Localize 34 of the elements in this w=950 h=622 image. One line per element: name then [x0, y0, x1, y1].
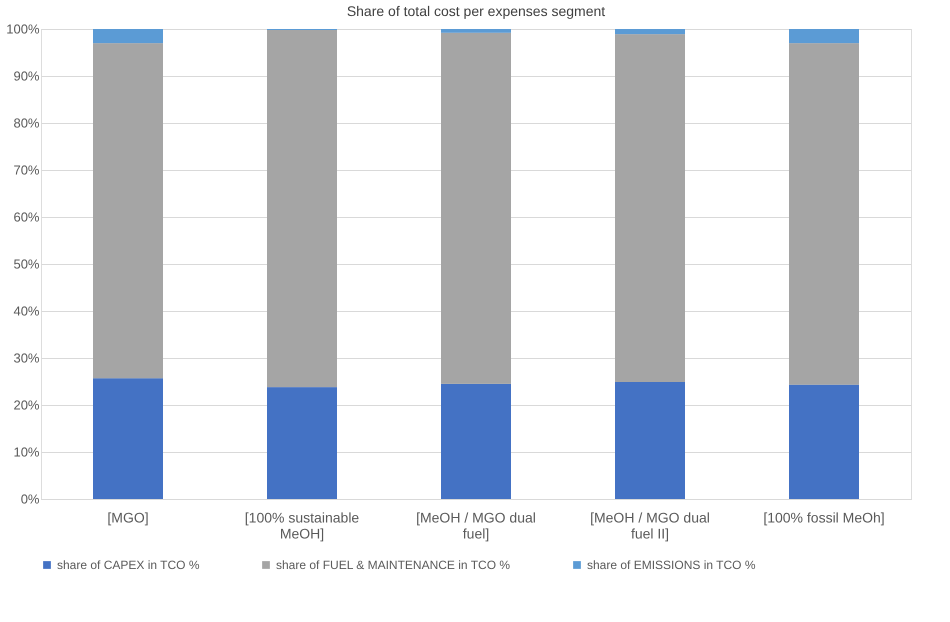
bar	[615, 34, 685, 382]
chart-title: Share of total cost per expenses segment	[346, 3, 606, 19]
bar	[267, 30, 337, 388]
y-tick-label: 90%	[13, 68, 40, 84]
y-tick-label: 10%	[13, 444, 40, 460]
x-tick-label: [100% sustainable MeOH]	[244, 510, 360, 542]
legend-label: share of CAPEX in TCO %	[57, 558, 200, 572]
bar	[441, 29, 511, 33]
bar	[441, 32, 511, 384]
legend-label: share of FUEL & MAINTENANCE in TCO %	[276, 558, 510, 572]
y-tick-label: 40%	[13, 304, 40, 318]
x-tick-label: [MeOH / MGO dual fuel II]	[590, 510, 710, 542]
x-tick-label: [MGO]	[107, 510, 149, 526]
bar	[789, 384, 859, 499]
bar	[789, 43, 859, 385]
bar	[789, 29, 859, 44]
y-tick-label: 80%	[13, 116, 40, 130]
y-tick-label: 100%	[6, 22, 40, 36]
y-tick-label: 70%	[13, 162, 40, 178]
y-tick-label: 0%	[20, 492, 40, 506]
bar	[615, 29, 685, 34]
y-tick-label: 20%	[13, 398, 40, 412]
y-tick-label: 50%	[13, 256, 40, 272]
bar	[441, 384, 511, 499]
y-tick-label: 30%	[13, 350, 40, 366]
y-tick-label: 60%	[13, 210, 40, 224]
bar	[93, 43, 163, 378]
bar	[93, 29, 163, 44]
legend-label: share of EMISSIONS in TCO %	[587, 558, 756, 572]
x-tick-label: [100% fossil MeOh]	[763, 510, 885, 526]
x-tick-label: [MeOH / MGO dual fuel]	[416, 510, 536, 542]
bar	[267, 387, 337, 499]
bar	[615, 382, 685, 499]
bar	[93, 378, 163, 499]
